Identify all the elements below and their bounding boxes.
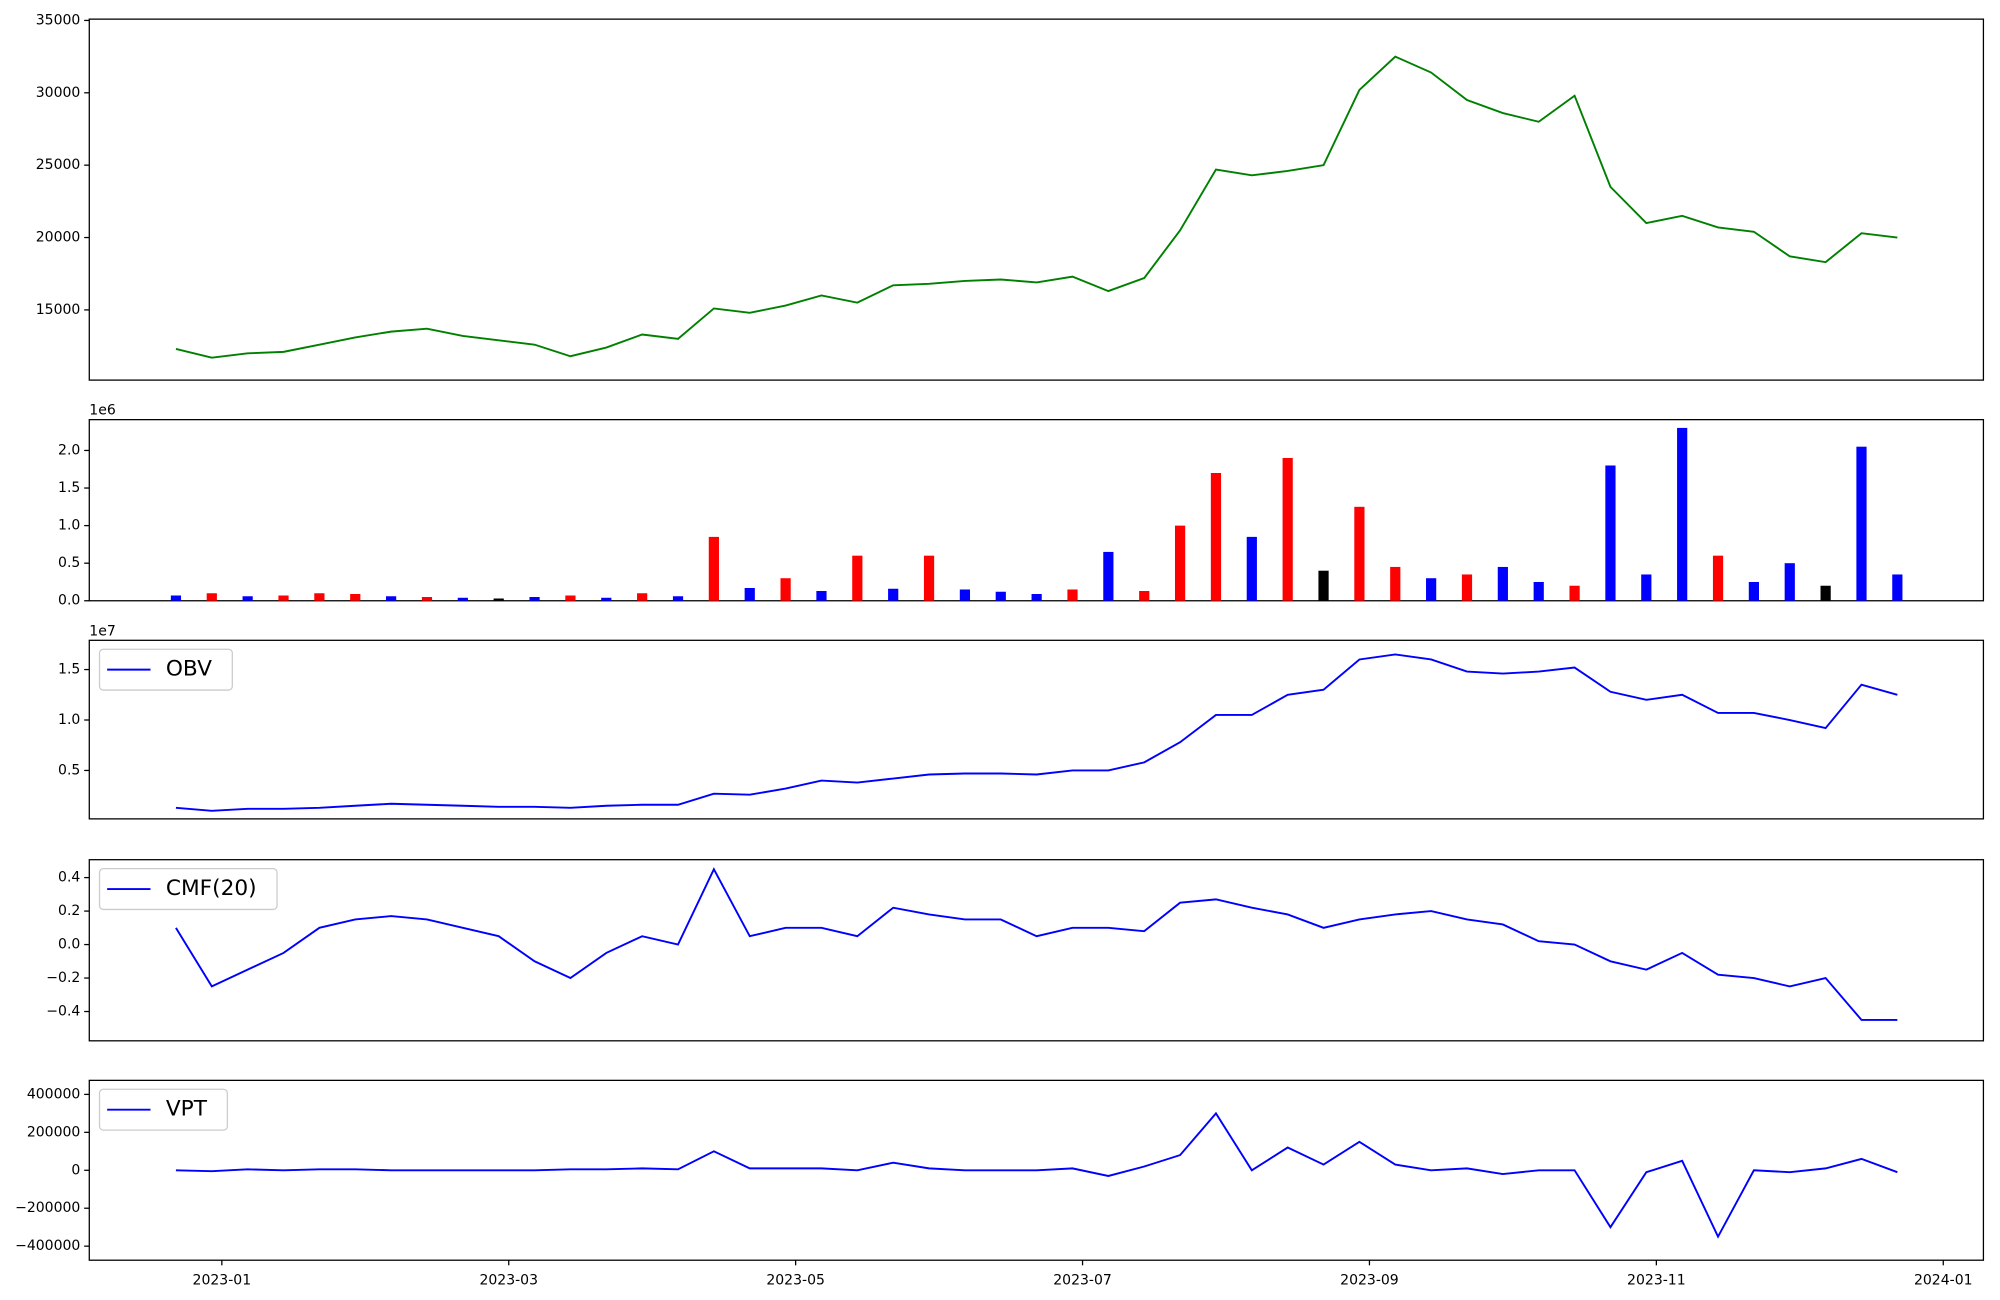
volume-bar xyxy=(672,596,684,601)
y-tick-label: 0.4 xyxy=(58,870,80,886)
y-tick-label: 35000 xyxy=(36,12,81,28)
volume-bar xyxy=(457,597,468,601)
y-tick-label: −200000 xyxy=(15,1200,80,1216)
volume-bar xyxy=(852,555,863,601)
y-tick-label: −0.4 xyxy=(46,1004,80,1020)
volume-bar xyxy=(206,593,217,601)
y-tick-label: 0.0 xyxy=(58,937,80,953)
volume-bar xyxy=(493,598,504,601)
volume-bar xyxy=(1712,555,1724,601)
y-tick-label: 0 xyxy=(71,1162,80,1178)
plot-frame xyxy=(88,18,1985,381)
x-tick-label: 2023-11 xyxy=(1627,1273,1686,1289)
x-tick-label: 2023-07 xyxy=(1053,1273,1112,1289)
y-tick-label: 200000 xyxy=(27,1124,81,1140)
line-series xyxy=(175,653,1898,812)
y-tick-label: 20000 xyxy=(36,230,81,246)
y-tick-label: 1.0 xyxy=(58,518,80,534)
volume-bar xyxy=(1533,581,1544,601)
volume-bar xyxy=(1677,427,1688,601)
x-tick-label: 2023-09 xyxy=(1340,1273,1399,1289)
x-tick-label: 2023-01 xyxy=(193,1273,252,1289)
volume-bar xyxy=(1784,563,1795,601)
volume-bar xyxy=(1641,574,1652,601)
line-series xyxy=(175,867,1898,1021)
legend-box xyxy=(98,867,278,911)
volume-bar xyxy=(529,597,540,601)
volume-bar xyxy=(1820,585,1831,601)
y-tick-label: 1.5 xyxy=(58,662,80,678)
volume-bar xyxy=(314,593,325,601)
volume-bar xyxy=(637,593,648,601)
volume-bar xyxy=(1892,574,1903,601)
legend-label: VPT xyxy=(166,1097,208,1122)
volume-bar xyxy=(1067,589,1078,601)
volume-bar xyxy=(350,594,361,601)
volume-bar xyxy=(386,596,397,601)
volume-bar xyxy=(1748,581,1759,601)
y-tick-label: −400000 xyxy=(15,1238,80,1254)
volume-bar xyxy=(744,587,755,601)
volume-bar xyxy=(923,555,935,601)
volume-bar xyxy=(708,536,719,601)
volume-bar xyxy=(601,597,612,601)
offset-label: 1e7 xyxy=(89,623,115,639)
volume-bar xyxy=(170,595,182,601)
volume-bar xyxy=(1354,506,1365,601)
y-tick-label: 0.0 xyxy=(58,593,80,609)
volume-bar xyxy=(1031,594,1042,601)
y-tick-label: 1.5 xyxy=(58,480,80,496)
y-tick-label: 400000 xyxy=(27,1086,81,1102)
y-tick-label: 1.0 xyxy=(58,712,80,728)
volume-bar xyxy=(1210,473,1222,601)
y-tick-label: 0.2 xyxy=(58,903,80,919)
plot-frame xyxy=(88,859,1985,1042)
legend-box xyxy=(98,648,233,691)
y-tick-label: 0.5 xyxy=(58,555,80,571)
y-tick-label: 15000 xyxy=(36,302,81,318)
volume-bar xyxy=(1318,570,1329,601)
plot-frame xyxy=(88,639,1985,820)
offset-label: 1e6 xyxy=(89,403,116,419)
volume-bar xyxy=(278,595,289,601)
y-tick-label: 2.0 xyxy=(58,442,80,458)
volume-bar xyxy=(780,578,791,601)
volume-bar xyxy=(1174,525,1186,601)
plot-frame xyxy=(88,419,1985,602)
legend-label: CMF(20) xyxy=(166,876,257,901)
volume-bar xyxy=(242,596,253,601)
y-tick-label: −0.2 xyxy=(46,970,80,986)
volume-bar xyxy=(1497,566,1508,601)
volume-bar xyxy=(1282,457,1293,601)
volume-bar xyxy=(816,590,827,601)
volume-bar xyxy=(959,589,971,601)
legend-label: OBV xyxy=(166,657,212,682)
y-tick-label: 0.5 xyxy=(58,762,80,778)
volume-bar xyxy=(565,595,576,601)
volume-bar xyxy=(1605,465,1616,601)
line-series xyxy=(175,55,1898,359)
volume-bar xyxy=(1390,566,1401,601)
volume-bar xyxy=(1426,578,1437,601)
volume-bar xyxy=(888,588,899,601)
x-tick-label: 2024-01 xyxy=(1914,1273,1973,1289)
volume-bar xyxy=(1246,536,1257,601)
y-tick-label: 30000 xyxy=(36,85,81,101)
volume-bar xyxy=(1569,585,1580,601)
volume-bar xyxy=(1103,551,1114,601)
x-tick-label: 2023-05 xyxy=(766,1273,825,1289)
x-tick-label: 2023-03 xyxy=(479,1273,538,1289)
y-tick-label: 25000 xyxy=(36,157,81,173)
legend-box xyxy=(98,1088,229,1131)
volume-bar xyxy=(995,591,1006,601)
line-series xyxy=(175,1111,1898,1239)
volume-bar xyxy=(1856,446,1867,601)
volume-bar xyxy=(421,597,433,601)
volume-bar xyxy=(1139,590,1150,601)
volume-bar xyxy=(1461,574,1473,601)
